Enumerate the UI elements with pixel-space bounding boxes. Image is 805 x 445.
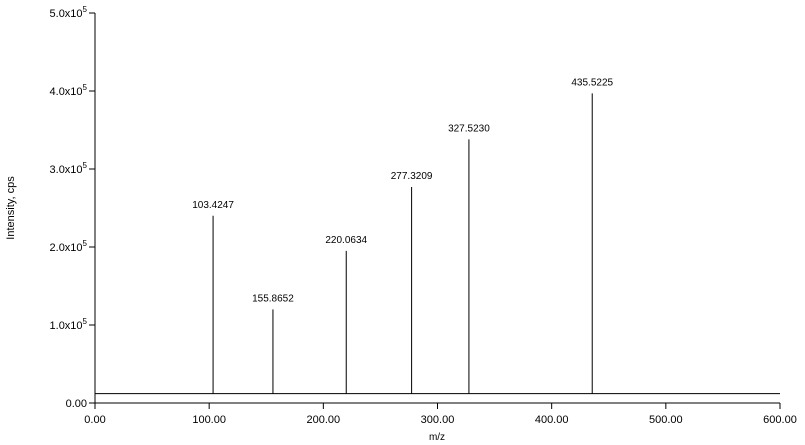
x-tick-label: 200.00	[307, 414, 341, 426]
y-tick-label: 5.0x105	[50, 5, 88, 20]
y-tick-label-exponent: 5	[83, 317, 88, 326]
peak-label: 220.0634	[325, 235, 367, 246]
y-tick-label: 1.0x105	[50, 317, 88, 332]
y-tick-label: 2.0x105	[50, 239, 88, 254]
peak-label: 277.3209	[391, 171, 433, 182]
y-tick-label-text: 5.0x10	[50, 8, 83, 20]
y-tick-label-text: 3.0x10	[50, 164, 83, 176]
x-tick-label: 400.00	[535, 414, 569, 426]
x-tick-label: 300.00	[421, 414, 455, 426]
y-tick-label-exponent: 5	[83, 5, 88, 14]
y-tick-label: 4.0x105	[50, 83, 88, 98]
x-tick-label: 0.00	[84, 414, 105, 426]
x-axis-label: m/z	[429, 432, 445, 443]
y-tick-label-exponent: 5	[83, 239, 88, 248]
y-tick-label-text: 2.0x10	[50, 242, 83, 254]
y-tick-label-text: 1.0x10	[50, 320, 83, 332]
x-tick-label: 500.00	[649, 414, 683, 426]
x-tick-label: 100.00	[192, 414, 226, 426]
x-tick-label: 600.00	[763, 414, 797, 426]
y-tick-label-text: 0.00	[66, 398, 87, 410]
y-tick-label-exponent: 5	[83, 83, 88, 92]
peak-label: 435.5225	[571, 77, 613, 88]
y-axis-label: Intensity, cps	[5, 176, 17, 240]
peak-label: 327.5230	[448, 123, 490, 134]
y-tick-label-text: 4.0x10	[50, 86, 83, 98]
y-tick-label-exponent: 5	[83, 161, 88, 170]
y-tick-label: 3.0x105	[50, 161, 88, 176]
peak-label: 103.4247	[192, 200, 234, 211]
y-tick-label: 0.00	[66, 398, 87, 410]
peak-label: 155.8652	[252, 293, 294, 304]
